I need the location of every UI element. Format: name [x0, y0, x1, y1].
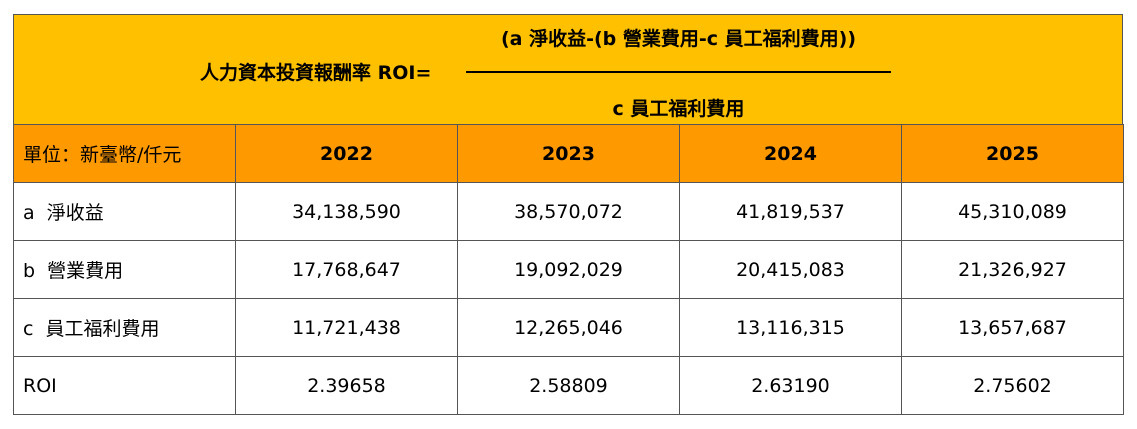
table-cell: 41,819,537 [679, 182, 902, 241]
table-cell: 2.63190 [679, 356, 902, 415]
table-row-roi: ROI 2.39658 2.58809 2.63190 2.75602 [13, 356, 1124, 415]
fraction-bar [466, 71, 891, 73]
year-header-2024: 2024 [679, 124, 902, 183]
year-header-2022: 2022 [235, 124, 458, 183]
table-cell: 21,326,927 [901, 240, 1124, 299]
table-cell: 19,092,029 [457, 240, 680, 299]
row-label: c 員工福利費用 [13, 298, 236, 357]
formula-label: 人力資本投資報酬率 ROI= [200, 62, 432, 84]
table-cell: 2.39658 [235, 356, 458, 415]
table-row-net-income: a 淨收益 34,138,590 38,570,072 41,819,537 4… [13, 182, 1124, 241]
table-cell: 34,138,590 [235, 182, 458, 241]
table-row-operating-expense: b 營業費用 17,768,647 19,092,029 20,415,083 … [13, 240, 1124, 299]
table-cell: 13,116,315 [679, 298, 902, 357]
row-label: a 淨收益 [13, 182, 236, 241]
formula-denominator: c 員工福利費用 [612, 98, 745, 120]
table-row-employee-benefits: c 員工福利費用 11,721,438 12,265,046 13,116,31… [13, 298, 1124, 357]
table-cell: 2.75602 [901, 356, 1124, 415]
row-label: ROI [13, 356, 236, 415]
table-cell: 2.58809 [457, 356, 680, 415]
unit-label: 單位：新臺幣/仟元 [13, 124, 236, 183]
roi-table: 單位：新臺幣/仟元 2022 2023 2024 2025 a 淨收益 34,1… [13, 124, 1124, 415]
formula-banner: 人力資本投資報酬率 ROI= (a 淨收益-(b 營業費用-c 員工福利費用))… [13, 14, 1123, 124]
table-cell: 13,657,687 [901, 298, 1124, 357]
year-header-2023: 2023 [457, 124, 680, 183]
roi-table-container: 人力資本投資報酬率 ROI= (a 淨收益-(b 營業費用-c 員工福利費用))… [13, 14, 1124, 415]
table-header-row: 單位：新臺幣/仟元 2022 2023 2024 2025 [13, 124, 1124, 183]
formula-numerator: (a 淨收益-(b 營業費用-c 員工福利費用)) [500, 28, 857, 50]
table-cell: 12,265,046 [457, 298, 680, 357]
table-cell: 11,721,438 [235, 298, 458, 357]
row-label: b 營業費用 [13, 240, 236, 299]
year-header-2025: 2025 [901, 124, 1124, 183]
table-cell: 38,570,072 [457, 182, 680, 241]
table-cell: 45,310,089 [901, 182, 1124, 241]
table-cell: 20,415,083 [679, 240, 902, 299]
table-cell: 17,768,647 [235, 240, 458, 299]
